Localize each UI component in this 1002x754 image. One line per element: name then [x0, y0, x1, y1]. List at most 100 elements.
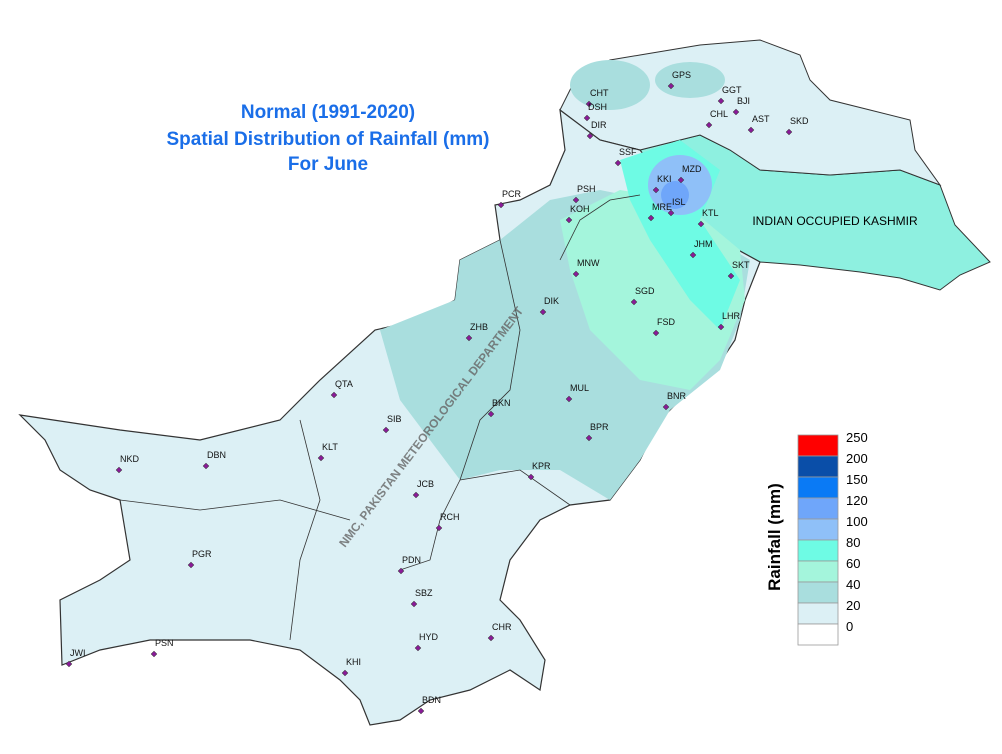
boundary: [289, 419, 321, 641]
station-marker: [341, 669, 349, 677]
station-label: SKT: [732, 260, 750, 270]
station-marker: [586, 132, 594, 140]
station-label: PSN: [155, 638, 174, 648]
region-label: INDIAN OCCUPIED KASHMIR: [752, 214, 918, 228]
legend-swatch: [797, 539, 839, 562]
station-label: SKD: [790, 116, 809, 126]
legend-label: 0: [846, 619, 853, 634]
legend-swatch: [797, 602, 839, 625]
station-marker: [667, 209, 675, 217]
station-label: SGD: [635, 286, 655, 296]
station-label: DIR: [591, 120, 607, 130]
station-label: PDN: [402, 555, 421, 565]
station-marker: [435, 524, 443, 532]
station-marker: [667, 82, 675, 90]
station-marker: [187, 561, 195, 569]
station-marker: [202, 462, 210, 470]
legend-label: 120: [846, 493, 868, 508]
station-marker: [647, 214, 655, 222]
title-line: Spatial Distribution of Rainfall (mm): [166, 129, 489, 150]
legend-label: 40: [846, 577, 860, 592]
legend-swatch: [797, 560, 839, 583]
station-label: MUL: [570, 383, 589, 393]
zone-40: [655, 62, 725, 98]
station-label: SIB: [387, 414, 402, 424]
station-label: KPR: [532, 461, 551, 471]
station-marker: [662, 403, 670, 411]
station-marker: [585, 100, 593, 108]
legend-swatch: [797, 455, 839, 478]
station-label: KLT: [322, 442, 338, 452]
station-marker: [583, 114, 591, 122]
station-label: RCH: [440, 512, 460, 522]
station-label: JCB: [417, 479, 434, 489]
station-marker: [614, 159, 622, 167]
station-marker: [330, 391, 338, 399]
station-marker: [572, 196, 580, 204]
legend-swatch: [797, 623, 839, 646]
station-marker: [705, 121, 713, 129]
station-marker: [317, 454, 325, 462]
station-label: KKI: [657, 174, 672, 184]
station-marker: [689, 251, 697, 259]
boundary: [459, 469, 571, 506]
station-label: FSD: [657, 317, 676, 327]
zone-120: [661, 181, 689, 209]
legend-label: 80: [846, 535, 860, 550]
title-line: Normal (1991-2020): [241, 102, 415, 123]
station-label: QTA: [335, 379, 353, 389]
station-label: PGR: [192, 549, 212, 559]
legend-swatch: [797, 581, 839, 604]
station-label: DIK: [544, 296, 559, 306]
station-label: JHM: [694, 239, 713, 249]
station-marker: [382, 426, 390, 434]
station-label: MZD: [682, 164, 702, 174]
station-marker: [652, 186, 660, 194]
station-marker: [677, 176, 685, 184]
station-label: DBN: [207, 450, 226, 460]
station-label: BNR: [667, 391, 687, 401]
legend-swatch: [797, 434, 839, 457]
station-label: PSH: [577, 184, 596, 194]
station-marker: [585, 434, 593, 442]
station-label: CHT: [590, 88, 609, 98]
station-label: DSH: [588, 102, 607, 112]
station-marker: [565, 216, 573, 224]
station-label: JWI: [70, 648, 86, 658]
station-label: HYD: [419, 632, 439, 642]
boundary: [559, 194, 641, 261]
station-label: GPS: [672, 70, 691, 80]
station-label: PCR: [502, 189, 522, 199]
station-marker: [785, 128, 793, 136]
boundary: [399, 239, 521, 571]
station-marker: [487, 634, 495, 642]
station-label: NKD: [120, 454, 140, 464]
station-label: BDN: [422, 695, 441, 705]
station-marker: [732, 108, 740, 116]
station-marker: [727, 272, 735, 280]
station-label: MRE: [652, 202, 672, 212]
legend-label: 200: [846, 451, 868, 466]
station-marker: [115, 466, 123, 474]
station-marker: [717, 323, 725, 331]
legend-label: 100: [846, 514, 868, 529]
station-label: BKN: [492, 398, 511, 408]
station-marker: [652, 329, 660, 337]
legend-title: Rainfall (mm): [765, 483, 784, 591]
legend-swatch: [797, 518, 839, 541]
station-marker: [65, 660, 73, 668]
station-marker: [539, 308, 547, 316]
station-label: ZHB: [470, 322, 488, 332]
station-label: KTL: [702, 208, 719, 218]
station-marker: [410, 600, 418, 608]
station-marker: [497, 201, 505, 209]
station-marker: [565, 395, 573, 403]
station-marker: [397, 567, 405, 575]
station-label: AST: [752, 114, 770, 124]
station-marker: [465, 334, 473, 342]
legend-swatch: [797, 497, 839, 520]
boundary: [119, 499, 351, 521]
